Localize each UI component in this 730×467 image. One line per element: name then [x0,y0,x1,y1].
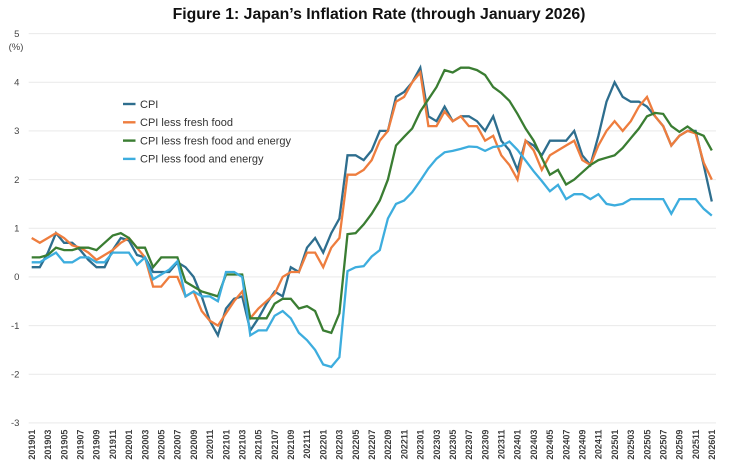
svg-text:202105: 202105 [254,430,264,460]
svg-text:CPI less fresh food: CPI less fresh food [140,117,233,129]
svg-text:202305: 202305 [448,430,458,460]
svg-text:2: 2 [14,175,19,186]
svg-text:CPI less food and energy: CPI less food and energy [140,154,264,166]
svg-text:202401: 202401 [513,430,523,460]
svg-text:202211: 202211 [399,430,409,460]
svg-text:4: 4 [14,78,19,89]
svg-text:202201: 202201 [318,430,328,460]
svg-text:Figure 1: Japan’s Inflation Ra: Figure 1: Japan’s Inflation Rate (throug… [173,6,586,23]
svg-text:202203: 202203 [335,430,345,460]
svg-text:202009: 202009 [189,430,199,460]
svg-text:201909: 201909 [92,430,102,460]
svg-text:202509: 202509 [675,430,685,460]
svg-text:202107: 202107 [270,430,280,460]
svg-text:0: 0 [14,272,19,283]
svg-text:202111: 202111 [302,430,312,459]
svg-text:202511: 202511 [691,430,701,460]
svg-text:1: 1 [14,224,19,235]
svg-text:202309: 202309 [480,430,490,460]
svg-text:202503: 202503 [626,430,636,460]
svg-text:5: 5 [14,29,19,40]
svg-text:202411: 202411 [594,430,604,460]
svg-text:202407: 202407 [561,430,571,460]
svg-text:202109: 202109 [286,430,296,460]
svg-text:202011: 202011 [205,430,215,460]
svg-text:202003: 202003 [140,430,150,460]
svg-text:3: 3 [14,126,19,137]
svg-text:202601: 202601 [707,430,717,460]
svg-text:202409: 202409 [578,430,588,460]
svg-text:202311: 202311 [497,430,507,460]
svg-text:-2: -2 [11,370,19,381]
svg-text:202001: 202001 [124,430,134,460]
svg-text:202405: 202405 [545,430,555,460]
svg-text:CPI: CPI [140,99,158,111]
svg-text:202301: 202301 [416,430,426,460]
svg-text:201905: 201905 [59,430,69,460]
svg-text:202205: 202205 [351,430,361,460]
svg-text:CPI less fresh food and energy: CPI less fresh food and energy [140,135,292,147]
svg-text:201901: 201901 [27,430,37,460]
svg-text:202209: 202209 [383,430,393,460]
svg-text:202207: 202207 [367,430,377,460]
svg-text:202101: 202101 [221,430,231,460]
svg-text:202507: 202507 [659,430,669,460]
svg-text:202103: 202103 [238,430,248,460]
svg-text:201907: 201907 [76,430,86,460]
svg-text:202501: 202501 [610,430,620,460]
svg-text:202005: 202005 [157,430,167,460]
svg-text:202303: 202303 [432,430,442,460]
svg-text:-3: -3 [11,418,19,429]
svg-text:201911: 201911 [108,430,118,460]
svg-text:202403: 202403 [529,430,539,460]
svg-text:202307: 202307 [464,430,474,460]
svg-text:202505: 202505 [642,430,652,460]
svg-text:(%): (%) [9,42,24,53]
svg-text:202007: 202007 [173,430,183,460]
svg-text:-1: -1 [11,321,19,332]
svg-text:201903: 201903 [43,430,53,460]
